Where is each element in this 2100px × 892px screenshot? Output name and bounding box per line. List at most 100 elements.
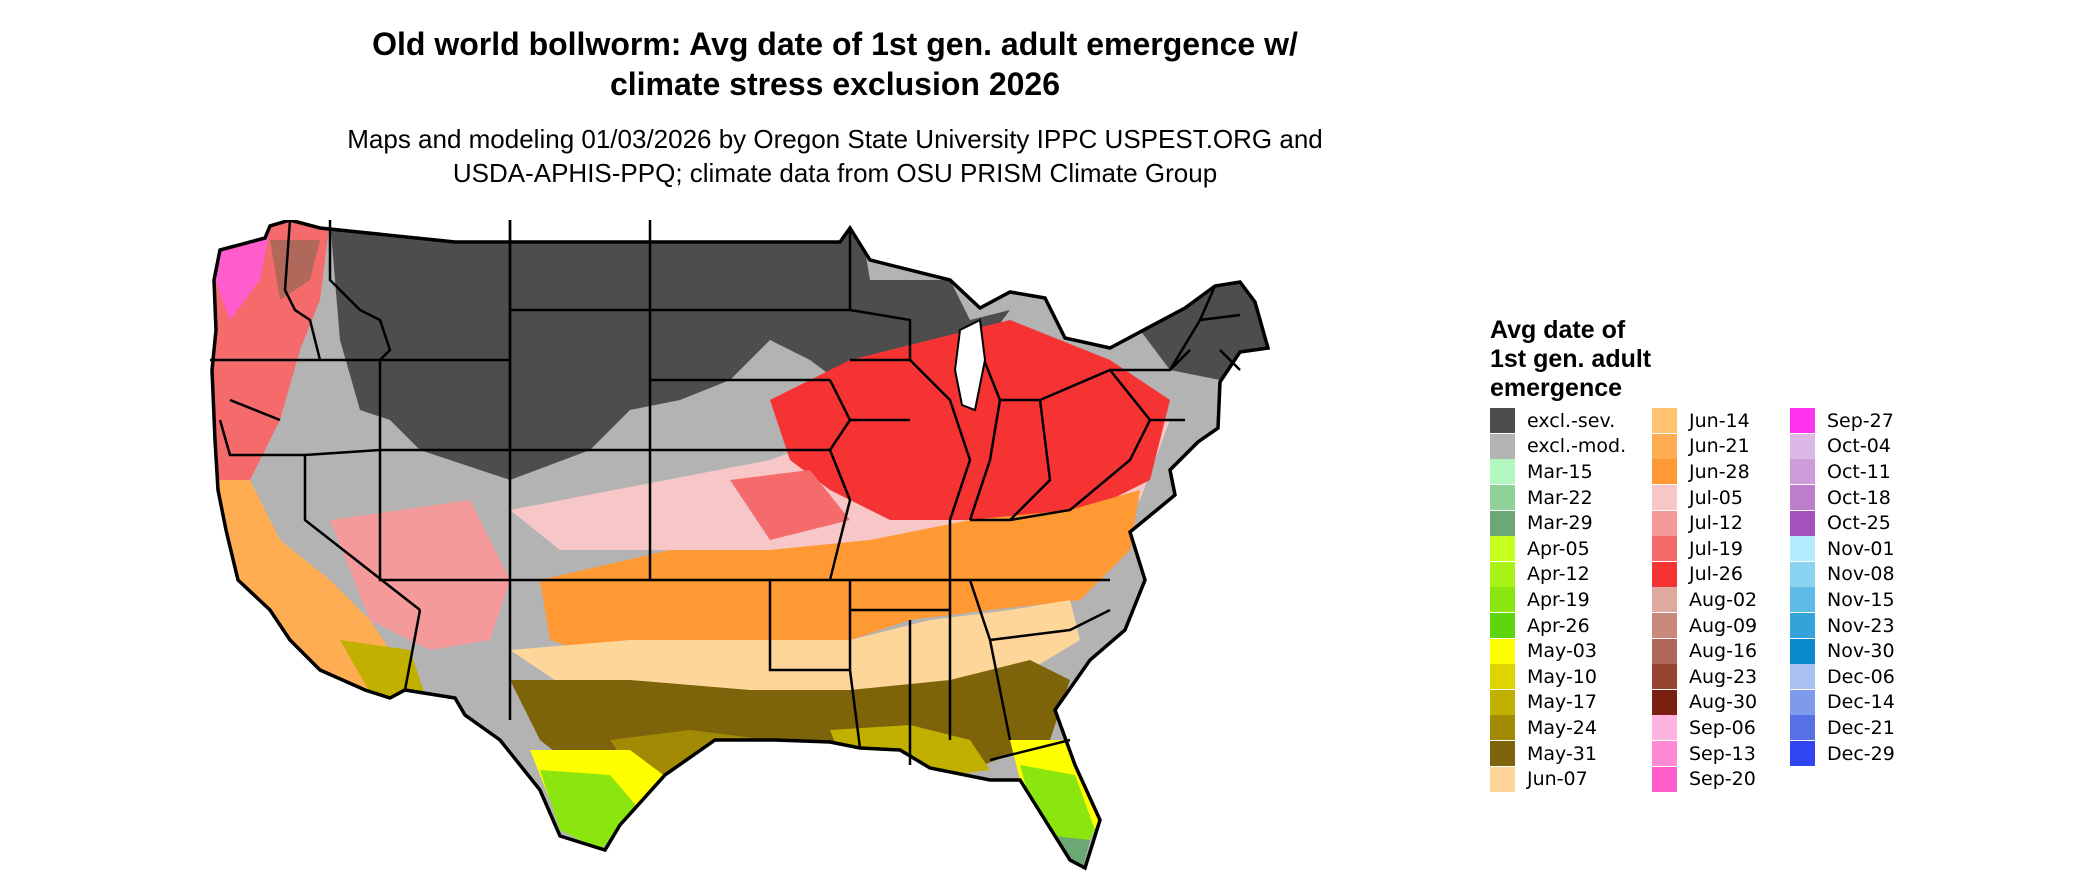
legend-label: Jun-28 (1689, 460, 1750, 483)
legend-label: May-24 (1527, 716, 1597, 739)
legend-swatch (1490, 613, 1515, 639)
legend-swatch (1790, 741, 1815, 767)
legend-swatch (1652, 613, 1677, 639)
map-title: Old world bollworm: Avg date of 1st gen.… (240, 24, 1430, 104)
legend-label: Mar-29 (1527, 512, 1593, 535)
legend-label: Aug-23 (1689, 665, 1758, 688)
legend-swatch (1652, 561, 1677, 587)
legend-swatch (1790, 433, 1815, 459)
legend-item: Dec-21 (1790, 715, 1895, 741)
legend-swatch (1790, 689, 1815, 715)
legend-swatch (1490, 664, 1515, 690)
legend-item: Nov-08 (1790, 561, 1895, 588)
legend-item: Dec-29 (1790, 741, 1895, 767)
legend-title-line-2: 1st gen. adult (1490, 345, 1652, 373)
legend-swatch (1790, 408, 1815, 434)
legend-title-line-3: emergence (1490, 374, 1623, 402)
legend-label: Nov-15 (1827, 588, 1895, 611)
legend-label: Apr-26 (1527, 614, 1590, 637)
legend-item: Dec-06 (1790, 664, 1895, 690)
subtitle-line-1: Maps and modeling 01/03/2026 by Oregon S… (347, 124, 1323, 154)
legend-swatch (1652, 485, 1677, 511)
legend-swatch (1652, 638, 1677, 664)
map-subtitle: Maps and modeling 01/03/2026 by Oregon S… (240, 122, 1430, 190)
legend-label: Mar-15 (1527, 460, 1593, 483)
legend-label: Jul-19 (1689, 537, 1743, 560)
legend-item: Nov-15 (1790, 587, 1895, 613)
legend-item: Jun-07 (1490, 766, 1626, 792)
legend-item: May-10 (1490, 664, 1626, 690)
legend-item: Sep-06 (1652, 715, 1757, 741)
legend-item: Mar-29 (1490, 510, 1626, 536)
title-line-1: Old world bollworm: Avg date of 1st gen.… (372, 26, 1298, 62)
legend-item: Aug-30 (1652, 689, 1757, 716)
legend-swatch (1652, 741, 1677, 767)
legend-item: Oct-25 (1790, 510, 1895, 536)
legend-item: May-03 (1490, 638, 1626, 664)
legend-item: Jun-28 (1652, 459, 1757, 485)
legend-label: Jun-14 (1689, 409, 1750, 432)
legend-label: Nov-30 (1827, 640, 1895, 663)
legend-item: Apr-19 (1490, 587, 1626, 613)
legend-label: Dec-29 (1827, 742, 1895, 765)
legend-item: Jun-21 (1652, 433, 1757, 460)
legend-item: Jul-12 (1652, 510, 1757, 536)
legend-item: excl.-mod. (1490, 433, 1626, 460)
legend-label: Dec-14 (1827, 691, 1895, 714)
legend-label: Aug-02 (1689, 588, 1758, 611)
legend-swatch (1790, 485, 1815, 511)
legend-swatch (1652, 510, 1677, 536)
legend-swatch (1490, 638, 1515, 664)
legend-label: Dec-06 (1827, 665, 1895, 688)
legend-label: Sep-27 (1827, 409, 1894, 432)
legend-swatch (1652, 766, 1677, 792)
legend-swatch (1490, 433, 1515, 459)
legend-swatch (1790, 536, 1815, 562)
legend-label: May-31 (1527, 742, 1597, 765)
legend-item: Oct-18 (1790, 485, 1895, 511)
legend-item: Aug-23 (1652, 664, 1757, 690)
legend-label: Aug-16 (1689, 640, 1758, 663)
legend-swatch (1490, 587, 1515, 613)
legend-swatch (1790, 459, 1815, 485)
legend-item: Sep-27 (1790, 408, 1895, 434)
legend-swatch (1652, 664, 1677, 690)
legend-swatch (1790, 638, 1815, 664)
legend-swatch (1490, 741, 1515, 767)
legend-column-1: excl.-sev. excl.-mod. Mar-15 Mar-22 Mar-29 Ap… (1490, 408, 1626, 792)
legend-swatch (1652, 459, 1677, 485)
legend-item: Jun-14 (1652, 408, 1757, 434)
legend-item: Nov-30 (1790, 638, 1895, 664)
legend-item: May-17 (1490, 689, 1626, 716)
legend-title-line-1: Avg date of (1490, 316, 1626, 344)
legend-label: Jul-05 (1689, 486, 1743, 509)
legend-label: Oct-18 (1827, 486, 1891, 509)
legend-label: Mar-22 (1527, 486, 1593, 509)
legend-item: Nov-01 (1790, 536, 1895, 562)
legend-item: Apr-05 (1490, 536, 1626, 562)
legend-swatch (1790, 587, 1815, 613)
title-line-2: climate stress exclusion 2026 (609, 66, 1061, 102)
legend-swatch (1490, 510, 1515, 536)
legend-label: Nov-08 (1827, 563, 1895, 586)
legend-item: Jul-19 (1652, 536, 1757, 562)
legend-swatch (1490, 715, 1515, 741)
legend-column-2: Jun-14 Jun-21 Jun-28 Jul-05 Jul-12 Jul-19 Jul-… (1652, 408, 1757, 792)
legend-item: Mar-22 (1490, 485, 1626, 511)
legend-swatch (1652, 587, 1677, 613)
legend-item: Sep-13 (1652, 741, 1757, 767)
legend-item: Dec-14 (1790, 689, 1895, 716)
legend-item: Jul-05 (1652, 485, 1757, 511)
legend-swatch (1790, 510, 1815, 536)
legend-swatch (1490, 561, 1515, 587)
subtitle-line-2: USDA-APHIS-PPQ; climate data from OSU PR… (452, 158, 1218, 188)
legend-label: Nov-23 (1827, 614, 1895, 637)
legend-swatch (1490, 766, 1515, 792)
legend-label: Jul-12 (1689, 512, 1743, 535)
legend-swatch (1652, 408, 1677, 434)
legend-swatch (1490, 536, 1515, 562)
legend-label: Apr-05 (1527, 537, 1590, 560)
legend-label: Nov-01 (1827, 537, 1895, 560)
legend-item: Mar-15 (1490, 459, 1626, 485)
legend-item: Aug-02 (1652, 587, 1757, 613)
